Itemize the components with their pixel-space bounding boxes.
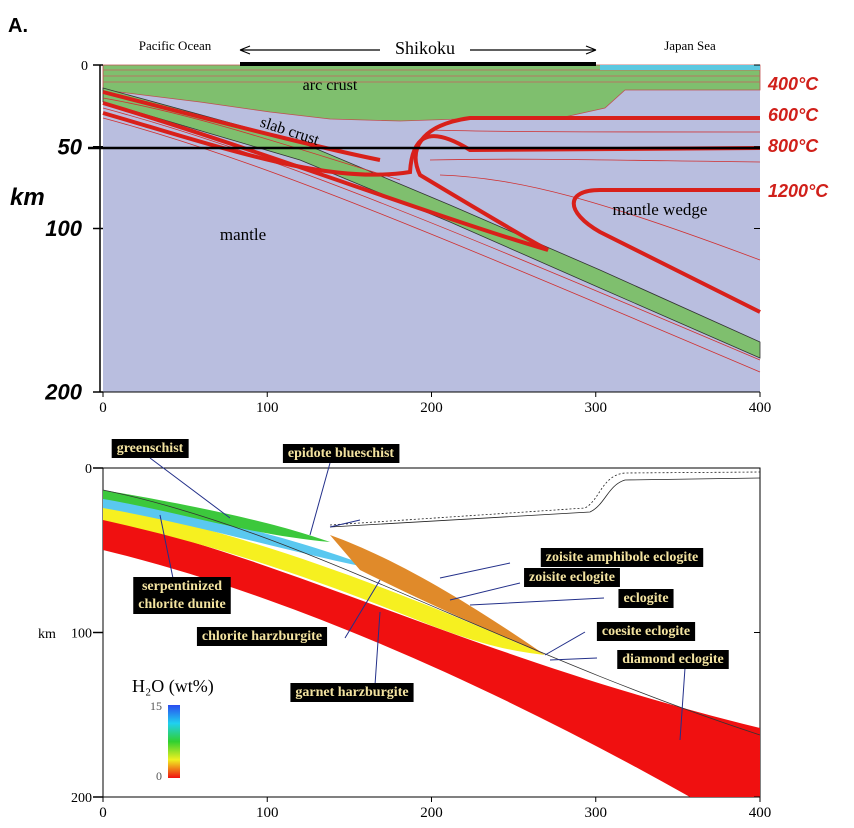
facies-label: chlorite harzburgite (202, 629, 322, 644)
panel-label: A. (8, 15, 28, 37)
facies-tag: serpentinized chlorite dunite (133, 577, 231, 614)
x-tick-label: 0 (99, 400, 107, 416)
colorbar-max: 15 (150, 699, 162, 713)
isotherm-label: 1200°C (768, 181, 829, 201)
colorbar (168, 705, 180, 778)
x-tick-label: 400 (749, 805, 772, 821)
y-tick-label: 200 (71, 791, 92, 806)
isotherm-label: 600°C (768, 105, 819, 125)
facies-label: greenschist (117, 441, 184, 456)
x-tick-label: 100 (256, 805, 279, 821)
y-tick-label: 100 (71, 626, 92, 641)
y-tick-label: 100 (45, 216, 82, 241)
region-text: mantle wedge (613, 200, 708, 219)
sea (600, 65, 760, 70)
facies-tag: coesite eclogite (597, 622, 695, 641)
y-tick-label: 200 (44, 380, 82, 405)
region-label: Japan Sea (664, 38, 716, 53)
axis-label: km (38, 627, 56, 642)
facies-tag: zoisite eclogite (524, 568, 620, 587)
facies-label: zoisite amphibole eclogite (546, 550, 698, 565)
x-tick-label: 400 (749, 400, 772, 416)
top-panel: Pacific Ocean Shikoku Japan Sea arc crus… (10, 38, 829, 392)
facies-label: garnet harzburgite (295, 685, 408, 700)
x-tick-label: 300 (585, 400, 608, 416)
facies-label: serpentinized (142, 579, 222, 594)
facies-tag: diamond eclogite (617, 650, 729, 669)
y-tick-label: 50 (58, 134, 83, 159)
facies-label: chlorite dunite (138, 597, 226, 612)
y-tick-label: 0 (81, 59, 88, 74)
region-label: Pacific Ocean (139, 38, 212, 53)
isotherm-label: 800°C (768, 136, 819, 156)
axis-label: km (10, 184, 45, 211)
x-tick-label: 200 (420, 805, 443, 821)
colorbar-title: H₂O (wt%) (132, 676, 214, 697)
figure: A. Pacific Ocean Shikoku Japan Sea arc c… (0, 0, 854, 828)
facies-tag: chlorite harzburgite (197, 627, 327, 646)
x-tick-label: 200 (420, 400, 443, 416)
bottom-panel: greenschist epidote blueschist zoisite a… (38, 439, 760, 797)
facies-tag: garnet harzburgite (290, 683, 413, 702)
facies-label: diamond eclogite (622, 652, 724, 667)
region-label: Shikoku (395, 38, 455, 58)
x-tick-label: 0 (99, 805, 107, 821)
facies-label: epidote blueschist (288, 446, 395, 461)
facies-label: coesite eclogite (602, 624, 690, 639)
isotherm-label: 400°C (767, 74, 819, 94)
facies-tag: epidote blueschist (283, 444, 400, 463)
y-tick-label: 0 (85, 462, 92, 477)
region-text: mantle (220, 225, 266, 244)
facies-tag: greenschist (112, 439, 189, 458)
facies-tag: zoisite amphibole eclogite (541, 548, 703, 567)
facies-label: eclogite (623, 591, 668, 606)
x-tick-label: 100 (256, 400, 279, 416)
region-text: arc crust (303, 77, 358, 94)
x-tick-label: 300 (585, 805, 608, 821)
facies-label: zoisite eclogite (529, 570, 615, 585)
facies-tag: eclogite (618, 589, 673, 608)
colorbar-min: 0 (156, 769, 162, 783)
